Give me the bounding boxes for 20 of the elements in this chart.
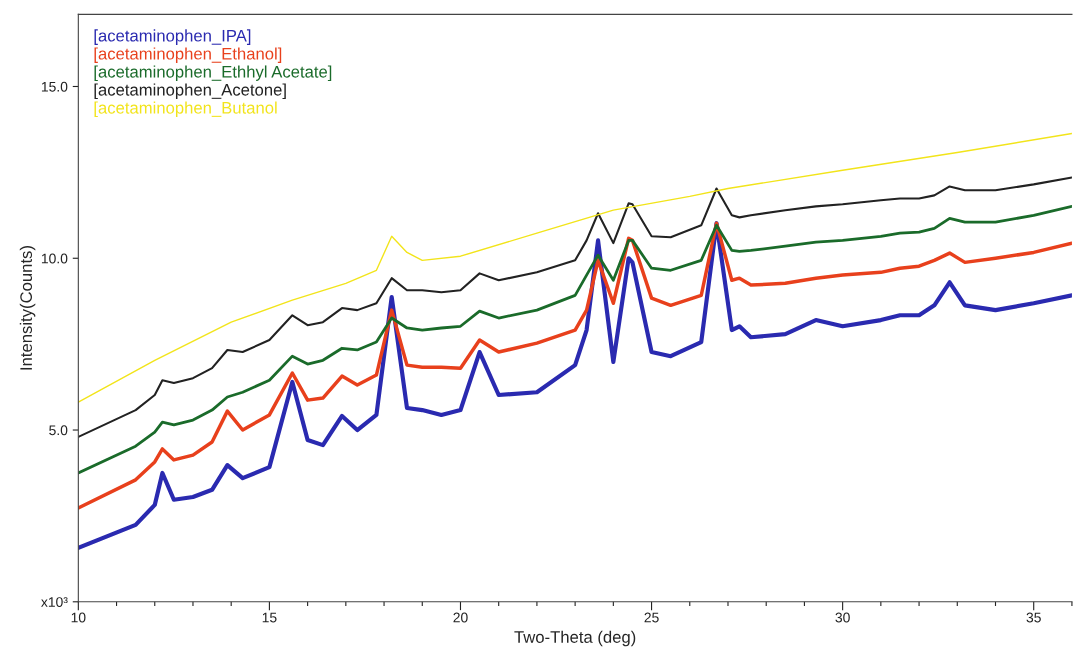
text: [acetaminophen_IPA]: [94, 29, 251, 45]
x-tick-label: 20: [453, 612, 468, 623]
text: [acetaminophen_Acetone]: [94, 83, 286, 99]
line-series: [78, 176, 1072, 438]
text: [acetaminophen_Ethanol]: [94, 47, 282, 63]
y-tick-label: 15.0: [41, 81, 68, 92]
y-tick-label: 10.0: [41, 253, 68, 264]
x-tick-label: 35: [1026, 612, 1041, 623]
x-tick-label: 30: [835, 612, 850, 623]
x-axis-title: Two-Theta (deg): [514, 630, 636, 647]
line-series: [78, 204, 1072, 475]
line-series: [78, 132, 1072, 403]
x-tick-label: 25: [644, 612, 659, 623]
y-axis-title: Intensity(Counts): [19, 246, 36, 370]
x-tick-label: 10: [71, 612, 86, 623]
y-tick-label: 5.0: [49, 425, 68, 436]
text: [acetaminophen_Butanol: [94, 101, 277, 118]
y-tick-label: x10³: [41, 597, 68, 607]
text: [acetaminophen_Ethhyl Acetate]: [94, 65, 332, 81]
x-tick-label: 15: [262, 612, 277, 623]
